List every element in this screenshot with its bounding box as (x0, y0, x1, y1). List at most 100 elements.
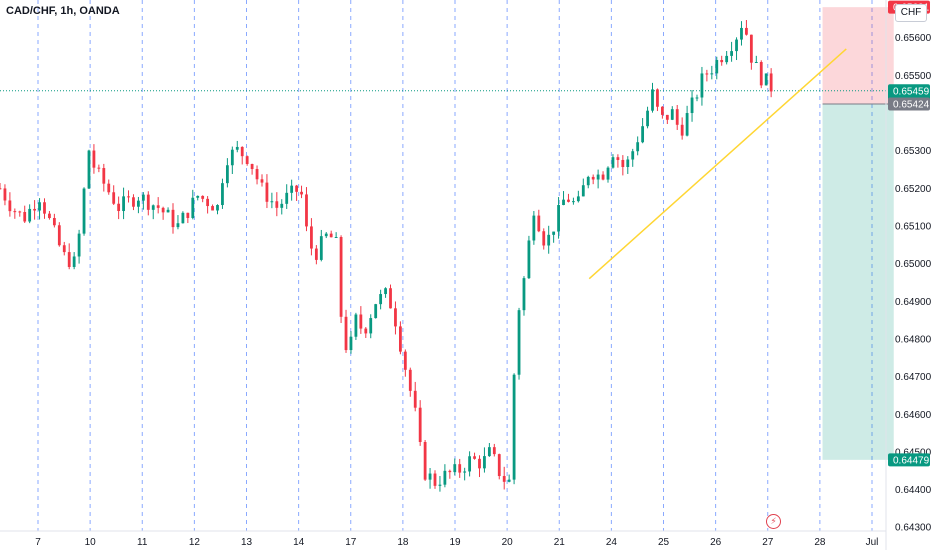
candle-body (537, 215, 541, 232)
x-tick-label: 7 (35, 537, 41, 548)
candle-body (408, 369, 412, 391)
candle-body (137, 200, 140, 207)
price-axis[interactable]: 0.65600 0.65500 0.65300 0.65200 0.65100 0.650… (895, 33, 932, 534)
x-tick-label: 28 (814, 537, 826, 548)
candle-body (660, 106, 664, 115)
candle-body (166, 209, 170, 213)
candle-body (319, 236, 323, 260)
candle-body (720, 59, 724, 63)
trendline[interactable] (588, 48, 847, 280)
candle-body (206, 198, 210, 207)
candle-body (132, 197, 135, 207)
candle-body (141, 194, 145, 201)
candle-body (730, 51, 733, 56)
candle-body (552, 231, 556, 235)
candle-body (463, 471, 467, 473)
candle-body (621, 159, 625, 168)
candles (0, 20, 773, 492)
candle-body (18, 211, 22, 213)
candle-body (255, 169, 259, 180)
candle-body (670, 109, 674, 120)
candle-body (151, 205, 155, 210)
flash-icon[interactable]: ⚡ (766, 514, 781, 529)
x-tick-label: 17 (345, 537, 357, 548)
candle-body (260, 179, 264, 183)
candle-body (735, 39, 738, 52)
candle-body (82, 188, 86, 234)
candle-body (517, 310, 521, 375)
candle-body (769, 73, 773, 92)
candle-body (72, 256, 76, 267)
y-tick-label: 0.65600 (895, 33, 932, 44)
candle-body (700, 73, 704, 98)
candle-body (176, 223, 180, 228)
candle-body (527, 240, 531, 279)
candle-body (48, 213, 51, 219)
x-tick-label: 14 (293, 537, 305, 548)
candle-body (394, 308, 397, 327)
candle-body (329, 233, 333, 238)
price-label-text: 0.65424 (893, 99, 930, 110)
candle-body (23, 211, 27, 222)
candle-body (225, 165, 229, 184)
candle-body (280, 203, 284, 208)
vertical-gridlines (37, 0, 873, 531)
candle-body (146, 194, 150, 210)
candle-body (413, 390, 417, 408)
candle-body (122, 196, 125, 212)
x-tick-label: 10 (85, 537, 97, 548)
candle-body (690, 97, 694, 114)
candle-body (443, 470, 447, 485)
candle-body (576, 196, 580, 202)
candle-body (191, 197, 195, 218)
y-tick-label: 0.65200 (895, 184, 932, 195)
candle-body (710, 73, 714, 75)
candle-body (28, 208, 32, 222)
candle-body (428, 473, 432, 480)
candle-body (646, 110, 649, 127)
candle-body (112, 192, 116, 204)
stop-loss-zone (822, 7, 894, 104)
position-zones[interactable] (822, 7, 894, 460)
candle-body (349, 336, 353, 351)
candle-body (265, 182, 269, 202)
y-tick-label: 0.65500 (895, 71, 932, 82)
candle-body (507, 479, 511, 482)
candle-body (651, 89, 654, 111)
x-tick-label: Jul (866, 537, 879, 548)
candle-body (230, 149, 234, 166)
candle-body (764, 73, 768, 86)
candle-body (43, 202, 46, 214)
candle-body (586, 176, 590, 186)
candle-body (285, 192, 289, 204)
candle-body (181, 212, 185, 224)
candle-body (547, 234, 551, 246)
candle-body (62, 245, 66, 253)
candle-body (211, 206, 214, 211)
candle-body (740, 27, 743, 40)
x-tick-label: 18 (397, 537, 409, 548)
candle-body (606, 167, 610, 180)
y-tick-label: 0.64500 (895, 447, 932, 458)
candle-body (502, 476, 506, 482)
price-label-text: 0.65459 (893, 86, 930, 97)
candle-body (52, 218, 56, 226)
candle-body (512, 374, 516, 480)
currency-button[interactable]: CHF (895, 4, 927, 22)
candle-body (0, 188, 2, 190)
y-tick-label: 0.65000 (895, 259, 932, 270)
candle-body (295, 185, 298, 192)
candle-body (438, 484, 442, 486)
y-tick-label: 0.65100 (895, 221, 932, 232)
candle-body (492, 447, 496, 455)
y-tick-label: 0.65300 (895, 146, 932, 157)
candle-body (542, 231, 546, 246)
time-axis[interactable]: 7 10 11 12 13 14 17 18 19 20 21 24 25 26 27 28 Jul (35, 537, 878, 548)
candle-body (754, 62, 758, 64)
candle-body (270, 201, 274, 203)
candle-body (611, 157, 615, 168)
candle-body (458, 464, 462, 473)
candle-body (275, 201, 279, 208)
candle-body (680, 124, 684, 136)
